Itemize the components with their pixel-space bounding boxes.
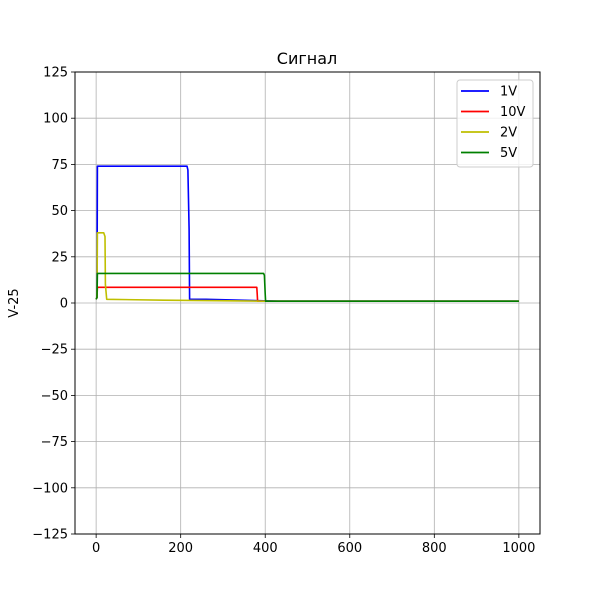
legend-box [456,79,534,168]
y-tick-label: −75 [41,435,68,450]
y-tick-label: 50 [51,204,68,219]
x-tick-label: 0 [92,541,100,556]
y-axis: −125 −100 −75 −50 −25 0 25 50 75 100 125 [32,66,75,543]
legend-label: 1V [500,85,517,100]
legend: 1V 10V 2V 5V [456,79,534,168]
x-tick-label: 1000 [502,541,535,556]
legend-label: 10V [500,105,526,120]
x-tick-label: 400 [253,541,278,556]
series-layer [95,165,519,303]
y-tick-label: 75 [51,158,68,173]
y-tick-label: 25 [51,250,68,265]
legend-label: 2V [500,126,517,141]
y-tick-label: −100 [32,481,68,496]
y-tick-label: 0 [60,297,68,312]
x-axis: 0 200 400 600 800 1000 [92,534,535,556]
y-axis-label: V-25 [7,288,22,317]
x-tick-label: 200 [168,541,193,556]
y-tick-label: −25 [41,343,68,358]
x-tick-label: 800 [422,541,447,556]
legend-label: 5V [500,146,517,161]
y-tick-label: 125 [43,66,68,81]
chart-title: Сигнал [277,49,337,68]
series-line-2V [95,232,519,303]
y-tick-label: −50 [41,389,68,404]
series-line-5V [95,272,519,303]
y-tick-label: −125 [32,528,68,543]
grid-lines [75,71,540,535]
y-tick-label: 100 [43,112,68,127]
x-tick-label: 600 [337,541,362,556]
